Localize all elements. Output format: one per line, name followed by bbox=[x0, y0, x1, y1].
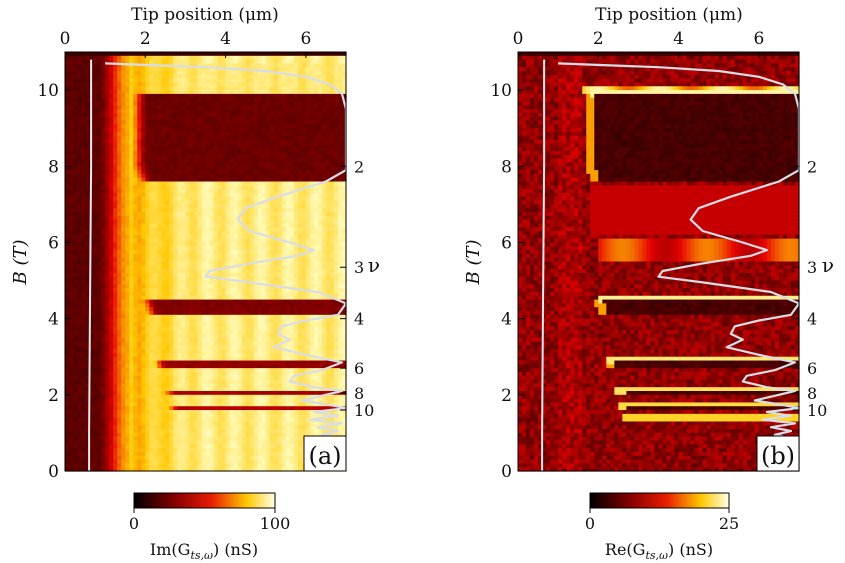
panel-b-xtick-label: 2 bbox=[593, 29, 604, 49]
panel-a-top-xlabel: Tip position (μm) bbox=[131, 5, 279, 25]
panel-b-nu-label: ν bbox=[822, 253, 834, 277]
panel-b-ytick-label: 8 bbox=[501, 157, 512, 177]
panel-a-colorbar-max: 100 bbox=[260, 514, 291, 533]
panel-a-nu-label: ν bbox=[368, 253, 380, 277]
panel-a-nu-tick-label: 10 bbox=[354, 401, 374, 420]
panel-a-colorbar-min: 0 bbox=[129, 514, 139, 533]
panel-a-nu-tick-label: 6 bbox=[354, 359, 364, 378]
panel-b-nu-tick-label: 2 bbox=[807, 157, 817, 176]
panel-b-colorbar-gradient bbox=[590, 493, 729, 508]
panel-a-ytick-label: 10 bbox=[37, 81, 59, 101]
panel-a-ylabel: B (T) bbox=[10, 240, 31, 286]
panel-a-label-box: (a) bbox=[304, 436, 346, 471]
panel-a-ytick-label: 4 bbox=[48, 310, 59, 330]
panel-b-nu-tick-label: 3 bbox=[807, 258, 817, 277]
panel-a-heatmap bbox=[65, 52, 347, 472]
panel-a-label: (a) bbox=[308, 442, 341, 470]
panel-a-xtick-label: 0 bbox=[60, 29, 71, 49]
panel-b-nu-tick-label: 4 bbox=[807, 310, 817, 329]
panel-a-nu-tick-label: 2 bbox=[354, 157, 364, 176]
panel-b-colorbar: 0 25 Re(Gts,ω) (nS) bbox=[585, 493, 739, 562]
panel-b-ytick-label: 2 bbox=[501, 386, 512, 406]
panel-a-xtick-label: 6 bbox=[300, 29, 311, 49]
panel-a-ytick-label: 6 bbox=[48, 233, 59, 253]
panel-b-ytick-label: 0 bbox=[501, 462, 512, 482]
panel-b-xtick-label: 6 bbox=[753, 29, 764, 49]
panel-b-ytick-label: 10 bbox=[490, 81, 512, 101]
panel-b-label: (b) bbox=[761, 442, 795, 470]
panel-b-nu-tick-label: 10 bbox=[807, 401, 827, 420]
panel-a-colorbar-gradient bbox=[134, 493, 275, 508]
panel-a-ytick-label: 8 bbox=[48, 157, 59, 177]
panel-b-colorbar-label: Re(Gts,ω) (nS) bbox=[605, 540, 713, 562]
panel-b-colorbar-min: 0 bbox=[585, 514, 595, 533]
panel-b-top-xlabel: Tip position (μm) bbox=[595, 5, 743, 25]
panel-a-xtick-label: 4 bbox=[220, 29, 231, 49]
panel-a-ytick-label: 0 bbox=[48, 462, 59, 482]
panel-a-colorbar: 0 100 Im(Gts,ω) (nS) bbox=[129, 493, 290, 562]
panel-b-heatmap bbox=[518, 52, 800, 472]
panel-b-xtick-label: 4 bbox=[673, 29, 684, 49]
panel-a-nu-tick-label: 3 bbox=[354, 258, 364, 277]
panel-a-xtick-label: 2 bbox=[140, 29, 151, 49]
panel-b-ytick-label: 4 bbox=[501, 310, 512, 330]
panel-b-nu-tick-label: 6 bbox=[807, 359, 817, 378]
panel-b-ytick-label: 6 bbox=[501, 233, 512, 253]
panel-a-colorbar-label: Im(Gts,ω) (nS) bbox=[150, 540, 258, 562]
panel-b-xtick-label: 0 bbox=[513, 29, 524, 49]
panel-a-nu-tick-label: 4 bbox=[354, 310, 364, 329]
panel-b-colorbar-max: 25 bbox=[719, 514, 739, 533]
panel-b-label-box: (b) bbox=[757, 436, 799, 471]
panel-a-ytick-label: 2 bbox=[48, 386, 59, 406]
panel-b-ylabel: B (T) bbox=[463, 240, 484, 286]
